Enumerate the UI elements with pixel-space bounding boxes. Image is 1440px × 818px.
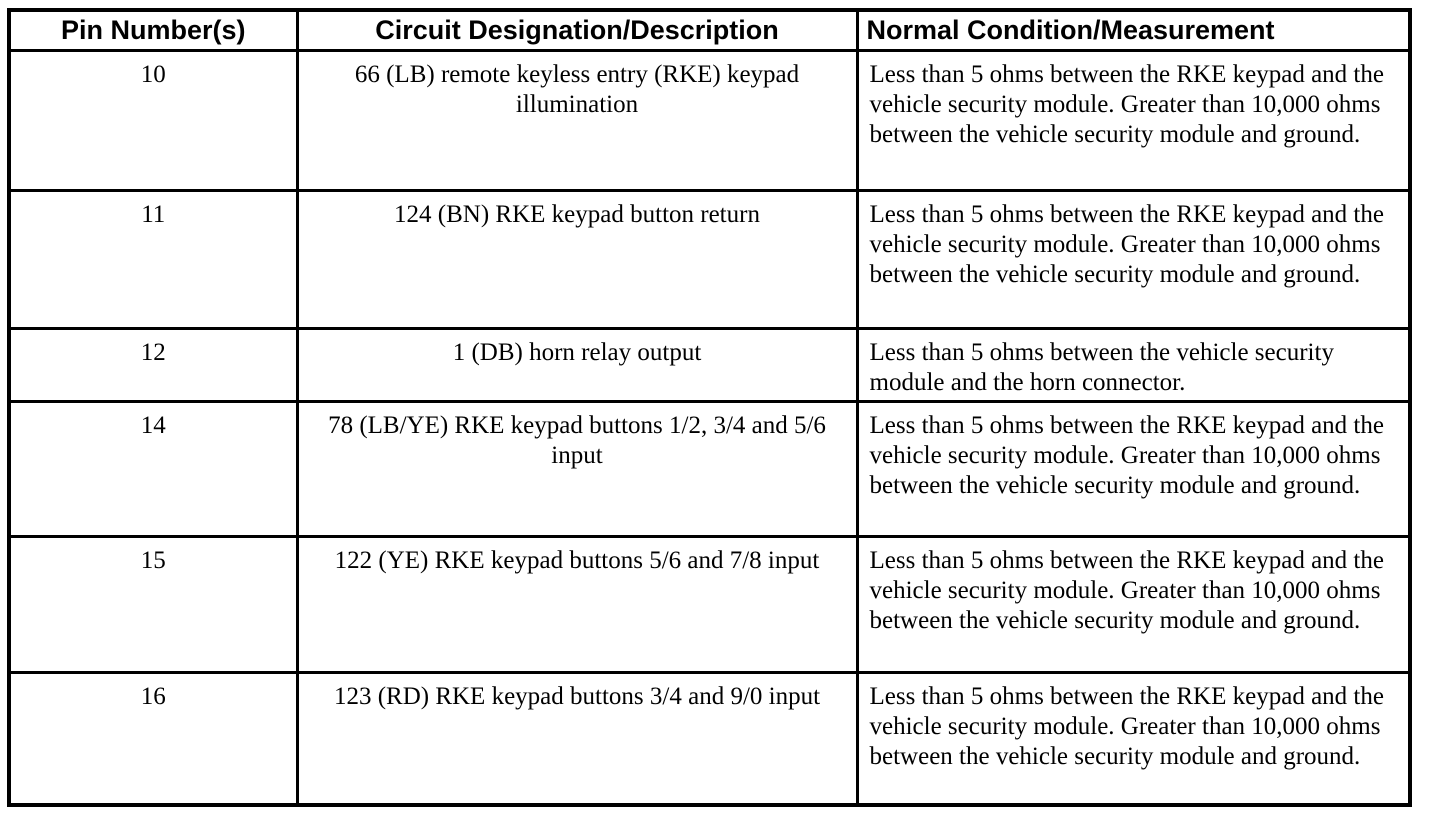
circuit-description-cell: 123 (RD) RKE keypad buttons 3/4 and 9/0 … xyxy=(295,671,859,806)
circuit-description-cell: 122 (YE) RKE keypad buttons 5/6 and 7/8 … xyxy=(295,535,859,674)
circuit-description-cell: 66 (LB) remote keyless entry (RKE) keypa… xyxy=(295,49,859,192)
column-header-normal-condition: Normal Condition/Measurement xyxy=(855,8,1412,52)
normal-condition-cell: Less than 5 ohms between the vehicle sec… xyxy=(855,327,1412,403)
column-header-pin-numbers: Pin Number(s) xyxy=(7,8,299,52)
pin-number-cell: 10 xyxy=(7,49,299,192)
normal-condition-cell: Less than 5 ohms between the RKE keypad … xyxy=(855,535,1412,674)
circuit-description-cell: 1 (DB) horn relay output xyxy=(295,327,859,403)
pin-connector-table: Pin Number(s) Circuit Designation/Descri… xyxy=(7,8,1412,807)
pin-number-cell: 15 xyxy=(7,535,299,674)
normal-condition-cell: Less than 5 ohms between the RKE keypad … xyxy=(855,671,1412,806)
table-row: 15 122 (YE) RKE keypad buttons 5/6 and 7… xyxy=(7,535,1412,674)
normal-condition-cell: Less than 5 ohms between the RKE keypad … xyxy=(855,189,1412,330)
table-header-row: Pin Number(s) Circuit Designation/Descri… xyxy=(7,8,1412,52)
normal-condition-cell: Less than 5 ohms between the RKE keypad … xyxy=(855,400,1412,538)
pin-connector-table-container: Pin Number(s) Circuit Designation/Descri… xyxy=(7,8,1412,807)
table-row: 14 78 (LB/YE) RKE keypad buttons 1/2, 3/… xyxy=(7,400,1412,538)
table-row: 11 124 (BN) RKE keypad button return Les… xyxy=(7,189,1412,330)
circuit-description-cell: 78 (LB/YE) RKE keypad buttons 1/2, 3/4 a… xyxy=(295,400,859,538)
table-row: 10 66 (LB) remote keyless entry (RKE) ke… xyxy=(7,49,1412,192)
pin-number-cell: 16 xyxy=(7,671,299,806)
normal-condition-cell: Less than 5 ohms between the RKE keypad … xyxy=(855,49,1412,192)
table-row: 16 123 (RD) RKE keypad buttons 3/4 and 9… xyxy=(7,671,1412,806)
pin-number-cell: 14 xyxy=(7,400,299,538)
table-row: 12 1 (DB) horn relay output Less than 5 … xyxy=(7,327,1412,403)
circuit-description-cell: 124 (BN) RKE keypad button return xyxy=(295,189,859,330)
pin-number-cell: 12 xyxy=(7,327,299,403)
pin-number-cell: 11 xyxy=(7,189,299,330)
column-header-circuit-designation: Circuit Designation/Description xyxy=(295,8,859,52)
